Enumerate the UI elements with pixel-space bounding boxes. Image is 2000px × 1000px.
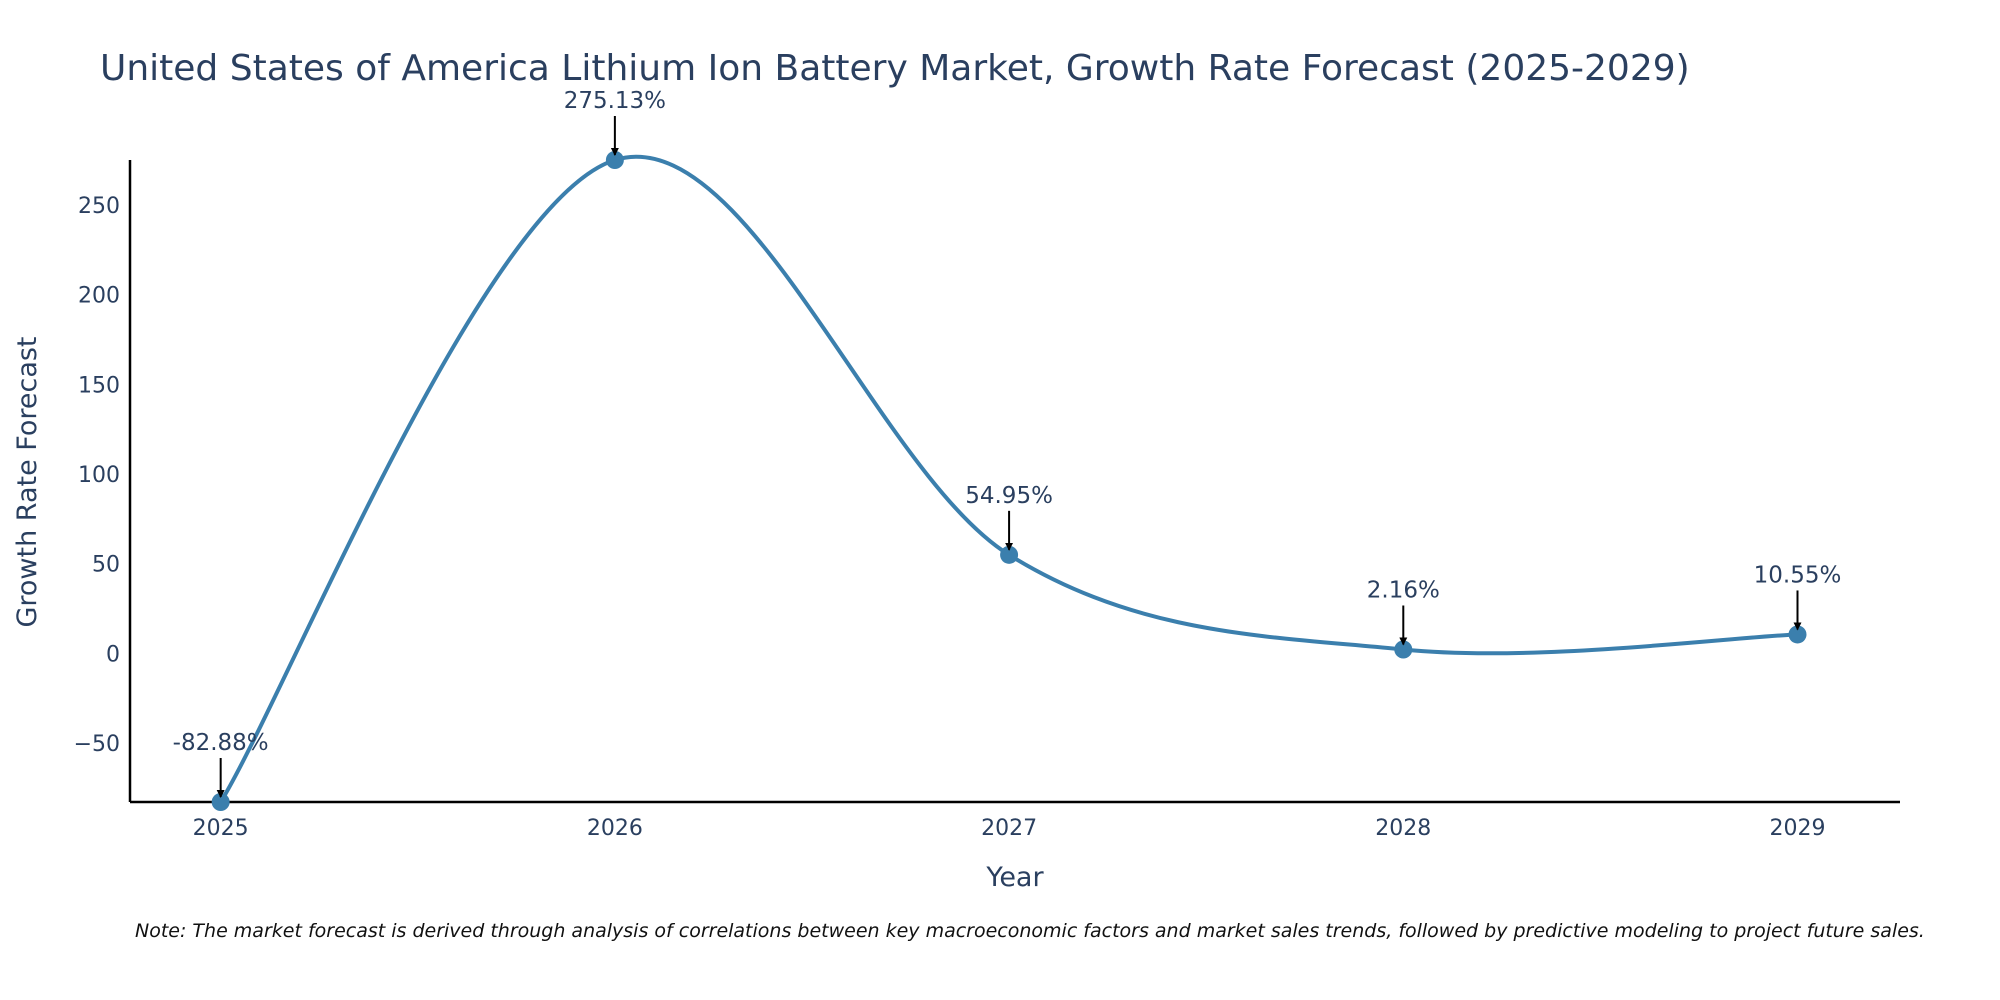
x-tick-label: 2027 [981,816,1037,841]
y-tick-label: 0 [106,642,120,667]
chart-title: United States of America Lithium Ion Bat… [100,48,1690,89]
x-tick-label: 2029 [1770,816,1826,841]
y-tick-label: 150 [78,373,120,398]
data-label: -82.88% [173,730,269,756]
data-point[interactable] [211,793,230,811]
data-point[interactable] [1000,545,1019,564]
data-label: 275.13% [564,88,666,114]
data-label: 54.95% [965,483,1053,509]
data-point[interactable] [605,151,624,169]
y-tick-label: −50 [74,732,120,757]
x-axis-ticks: 2025 2026 2027 2028 2029 [193,816,1826,841]
y-axis-ticks: −50 0 50 100 150 200 250 [74,194,120,757]
x-axis-title: Year [985,862,1044,893]
x-tick-label: 2025 [193,816,249,841]
growth-rate-line [218,154,1798,804]
data-label: 2.16% [1367,578,1440,604]
data-markers [211,151,1807,811]
x-tick-label: 2028 [1375,816,1431,841]
y-tick-label: 250 [78,194,120,219]
y-axis-title: Growth Rate Forecast [12,336,43,627]
x-tick-label: 2026 [587,816,643,841]
data-annotations: -82.88% 275.13% 54.95% 2.16% 10.55% [173,88,1842,798]
data-label: 10.55% [1754,562,1842,588]
y-tick-label: 200 [78,284,120,309]
y-tick-label: 100 [78,463,120,488]
y-tick-label: 50 [92,553,120,578]
data-point[interactable] [1788,625,1807,644]
data-point[interactable] [1394,640,1413,659]
footnote: Note: The market forecast is derived thr… [135,920,1925,942]
